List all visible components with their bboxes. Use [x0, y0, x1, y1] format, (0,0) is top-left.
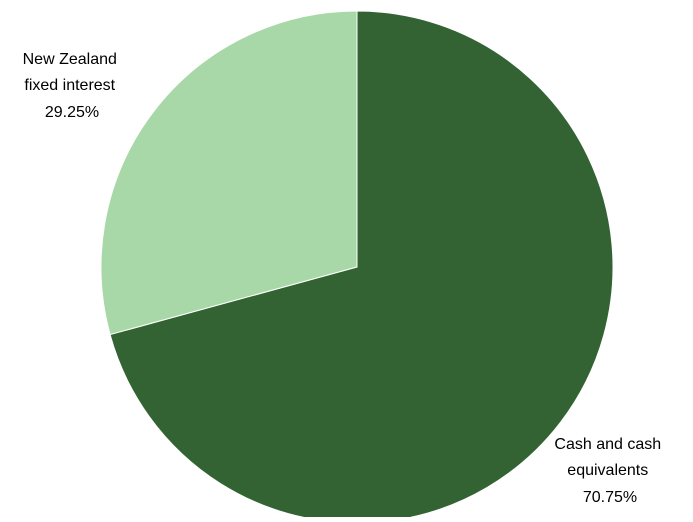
slice-label-cash-and-cash-equivalents: Cash and cash equivalents 70.75%	[554, 436, 665, 506]
pie-slice-cash-and-cash-equivalents	[109, 10, 614, 522]
slice-label-cash-line-1: Cash and cash	[554, 436, 661, 453]
slice-label-cash-value: 70.75%	[583, 489, 637, 506]
slice-label-cash-line-2: equivalents	[567, 462, 648, 479]
slice-label-new-zealand-fixed-interest: New Zealand fixed interest 29.25%	[23, 51, 122, 121]
slice-label-nz-line-2: fixed interest	[24, 77, 115, 94]
slice-label-nz-line-1: New Zealand	[23, 51, 117, 68]
pie-slices	[100, 10, 614, 522]
slice-label-nz-value: 29.25%	[45, 104, 99, 121]
pie-slice-new-zealand-fixed-interest	[100, 10, 358, 336]
